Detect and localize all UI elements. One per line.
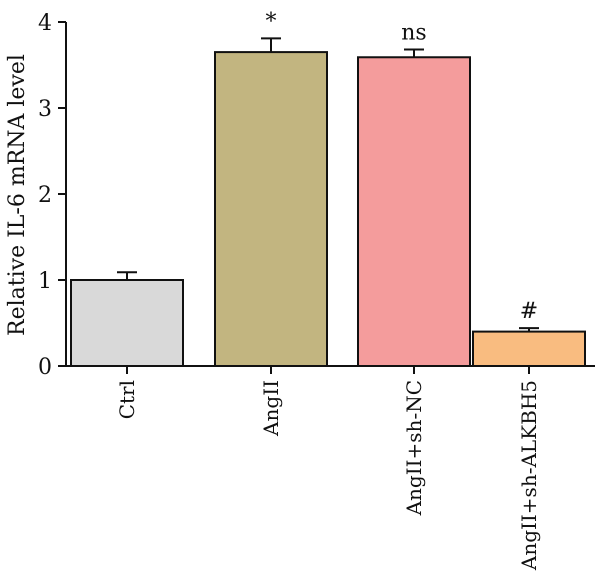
bar <box>214 51 328 367</box>
y-tick-label: 4 <box>38 11 52 36</box>
x-tick-label: AngII+sh-NC <box>402 380 426 516</box>
y-tick-label: 3 <box>38 97 52 122</box>
significance-label: # <box>520 299 538 324</box>
bar <box>70 279 184 367</box>
y-tick-label: 2 <box>38 183 52 208</box>
significance-label: ns <box>401 21 426 46</box>
y-tick-label: 1 <box>38 269 52 294</box>
plot-area: 0 1 2 3 4 Ctrl * AngII ns AngII+sh-NC # AngII+sh-AL… <box>38 9 595 571</box>
bar <box>357 56 471 367</box>
y-axis-label: Relative IL-6 mRNA level <box>5 54 30 336</box>
x-tick-label: AngII <box>259 380 283 437</box>
x-tick-label: AngII+sh-ALKBH5 <box>517 380 541 571</box>
y-tick-label: 0 <box>38 355 52 380</box>
bar <box>472 330 586 368</box>
x-tick-label: Ctrl <box>115 380 139 419</box>
significance-label: * <box>266 9 277 34</box>
